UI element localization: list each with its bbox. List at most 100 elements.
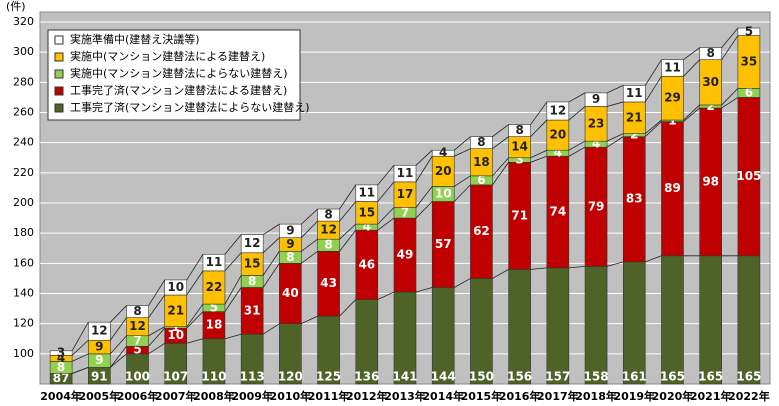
connector — [148, 327, 166, 347]
bar-segment — [546, 267, 570, 385]
legend-swatch — [54, 35, 64, 45]
connector — [186, 338, 204, 344]
data-label: 18 — [473, 155, 490, 169]
connector — [645, 255, 662, 263]
connector — [683, 104, 700, 121]
bar-segment — [126, 305, 149, 318]
connector — [109, 317, 127, 341]
bar-segment — [240, 234, 264, 254]
data-label: 9 — [286, 237, 294, 251]
connector — [530, 149, 548, 159]
connector — [339, 201, 357, 222]
data-label: 11 — [626, 86, 643, 100]
connector — [224, 234, 242, 255]
data-label: 9 — [592, 92, 600, 106]
connector — [186, 254, 204, 281]
connector — [186, 270, 204, 296]
data-label: 21 — [626, 110, 643, 124]
data-label: 12 — [549, 103, 566, 117]
data-label: 8 — [515, 123, 523, 137]
connector — [186, 303, 204, 327]
connector — [148, 342, 165, 355]
data-label: 5 — [133, 343, 141, 357]
connector — [683, 47, 700, 61]
data-label: 7 — [401, 205, 409, 219]
bar-segment — [622, 261, 646, 385]
bar-segment — [202, 253, 226, 272]
legend-swatch — [54, 86, 64, 96]
data-label: 30 — [702, 75, 719, 89]
data-label: 165 — [736, 370, 761, 384]
connector — [415, 287, 433, 293]
x-tick-label: 2007年 — [155, 389, 197, 403]
data-label: 156 — [507, 370, 532, 384]
data-label: 31 — [244, 303, 261, 317]
connector — [415, 186, 433, 208]
x-tick-label: 2019年 — [613, 389, 655, 403]
bar-segment — [355, 184, 379, 202]
data-label: 5 — [210, 300, 218, 314]
data-label: 11 — [397, 166, 414, 180]
data-label: 4 — [363, 220, 371, 234]
data-label: 165 — [660, 370, 685, 384]
connector — [224, 275, 242, 305]
bar-segment — [584, 92, 608, 107]
connector — [721, 27, 739, 48]
legend-swatch — [54, 103, 64, 113]
x-tick-label: 2014年 — [422, 389, 464, 403]
bar-segment — [88, 321, 111, 341]
data-label: 6 — [477, 173, 485, 187]
data-label: 35 — [741, 54, 758, 68]
bar-segment — [699, 47, 722, 61]
bar-segment — [699, 255, 722, 385]
connector — [453, 184, 471, 202]
connector — [606, 101, 624, 107]
connector — [645, 119, 662, 134]
data-label: 158 — [584, 370, 609, 384]
connector — [339, 229, 357, 252]
connector — [530, 119, 548, 137]
bar-segment — [431, 149, 455, 157]
connector — [377, 165, 395, 186]
data-label: 46 — [358, 257, 375, 271]
data-label: 110 — [201, 370, 226, 384]
x-tick-label: 2015年 — [461, 389, 503, 403]
legend-swatch — [54, 52, 64, 62]
data-label: 12 — [129, 319, 146, 333]
bar-segment — [164, 279, 188, 296]
data-label: 12 — [320, 223, 337, 237]
connector — [377, 291, 395, 300]
connector — [148, 294, 166, 318]
connector — [186, 311, 204, 329]
data-label: 49 — [397, 248, 414, 262]
data-label: 40 — [282, 286, 299, 300]
bar-segment — [661, 255, 684, 385]
data-label: 165 — [698, 370, 723, 384]
y-tick-label: 320 — [13, 15, 34, 28]
connector — [492, 124, 509, 137]
connector — [71, 339, 89, 356]
connector — [568, 146, 586, 157]
data-label: 161 — [622, 370, 647, 384]
data-label: 8 — [707, 46, 715, 60]
connector — [148, 326, 165, 337]
data-label: 10 — [167, 328, 184, 342]
data-label: 100 — [125, 370, 150, 384]
connector — [453, 175, 471, 187]
data-label: 11 — [206, 255, 223, 269]
data-label: 20 — [435, 164, 452, 178]
data-label: 21 — [167, 303, 184, 317]
data-label: 11 — [358, 186, 375, 200]
connector — [262, 323, 280, 335]
y-tick-label: 180 — [13, 226, 34, 239]
connector — [606, 261, 624, 267]
connector — [492, 269, 509, 279]
connector — [721, 88, 739, 106]
data-label: 8 — [248, 274, 256, 288]
connector — [454, 148, 471, 157]
connector — [568, 140, 586, 151]
data-label: 4 — [554, 146, 562, 160]
connector — [606, 133, 624, 142]
data-label: 3 — [57, 346, 65, 360]
